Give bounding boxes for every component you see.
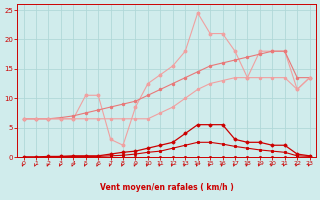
X-axis label: Vent moyen/en rafales ( km/h ): Vent moyen/en rafales ( km/h ) [100,183,234,192]
